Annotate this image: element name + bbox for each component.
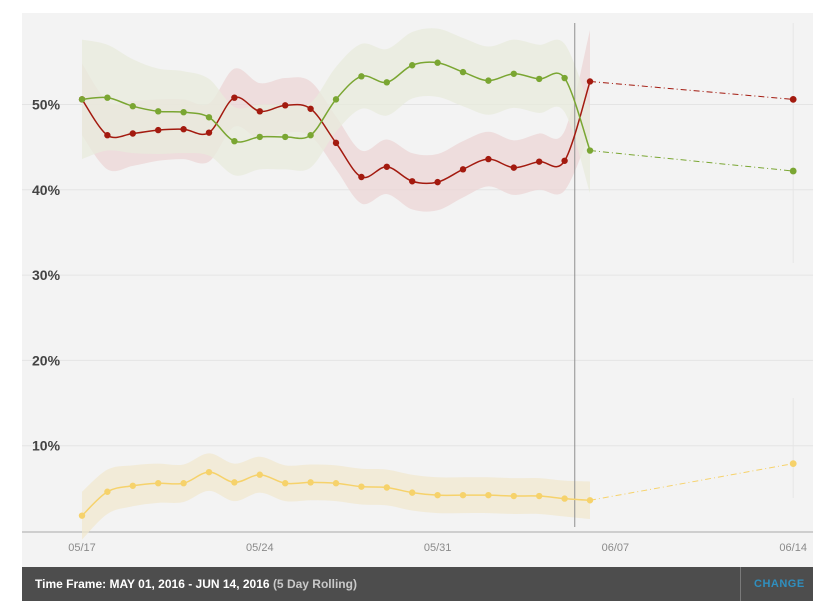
y-tick-label: 30%: [32, 267, 61, 283]
data-point-green: [383, 79, 390, 86]
timeframe-footer: Time Frame: MAY 01, 2016 - JUN 14, 2016 …: [22, 567, 813, 601]
data-point-yellow: [459, 491, 467, 499]
data-point-red: [409, 178, 416, 185]
x-tick-label: 05/31: [424, 542, 452, 554]
data-point-yellow: [485, 491, 492, 499]
y-tick-label: 10%: [32, 438, 61, 454]
x-tick-label: 05/17: [68, 542, 96, 554]
data-point-yellow: [180, 480, 187, 487]
data-point-green: [510, 70, 517, 77]
data-point-yellow: [510, 492, 517, 500]
footer-divider: [740, 567, 741, 601]
data-point-green: [459, 68, 467, 76]
data-point-red: [459, 166, 467, 173]
data-point-red: [180, 126, 187, 133]
projection-line-green: [589, 150, 794, 172]
data-point-green: [332, 96, 340, 103]
data-point-red: [282, 102, 289, 109]
data-point-red: [256, 108, 263, 115]
rolling-label: (5 Day Rolling): [272, 577, 357, 591]
projection-point-green: [789, 167, 797, 175]
data-point-green: [358, 73, 365, 80]
data-point-yellow: [256, 471, 263, 478]
data-point-green: [307, 132, 314, 139]
chart-area: 10% 20% 30% 40% 50% 05/17 05/24 05/31 06/07 06/14: [22, 13, 813, 567]
change-button[interactable]: CHANGE: [754, 578, 805, 590]
y-tick-label: 50%: [32, 97, 61, 113]
data-point-green: [104, 94, 111, 101]
data-point-yellow: [282, 480, 289, 487]
data-point-yellow: [78, 512, 86, 519]
data-point-red: [358, 173, 365, 181]
data-point-yellow: [434, 491, 441, 499]
data-point-red: [383, 163, 390, 170]
data-point-green: [434, 59, 441, 66]
data-point-yellow: [561, 495, 568, 502]
data-point-red: [205, 129, 213, 136]
data-point-green: [231, 137, 238, 145]
projection-line-yellow: [589, 463, 794, 501]
data-point-yellow: [231, 479, 238, 486]
data-point-yellow: [332, 480, 340, 487]
data-point-red: [332, 139, 340, 147]
data-point-yellow: [358, 483, 365, 490]
projection-point-yellow: [789, 460, 797, 468]
data-point-red: [510, 164, 517, 171]
data-point-green: [256, 133, 263, 141]
data-point-yellow: [536, 492, 543, 500]
data-point-red: [485, 155, 492, 163]
y-tick-label: 40%: [32, 182, 61, 198]
x-tick-label: 05/24: [246, 542, 274, 554]
data-point-green: [282, 133, 289, 141]
data-point-red: [536, 158, 543, 165]
data-point-red: [434, 178, 441, 186]
data-point-green: [536, 75, 543, 83]
data-point-green: [485, 77, 492, 84]
poll-tracker-chart: 10% 20% 30% 40% 50% 05/17 05/24 05/31 06/07 06/14: [22, 23, 813, 554]
data-point-yellow: [307, 479, 314, 486]
data-point-green: [205, 114, 213, 121]
data-point-red: [129, 130, 136, 137]
data-point-yellow: [586, 497, 594, 504]
data-point-green: [586, 147, 594, 154]
data-point-yellow: [383, 484, 390, 491]
data-point-yellow: [104, 488, 111, 495]
data-point-red: [307, 105, 314, 112]
data-point-red: [231, 94, 238, 101]
projection-point-red: [789, 95, 797, 103]
projection-line-red: [589, 80, 794, 100]
x-tick-label: 06/07: [602, 542, 630, 554]
data-point-yellow: [129, 482, 136, 489]
timeframe-text: Time Frame: MAY 01, 2016 - JUN 14, 2016 …: [35, 577, 357, 591]
timeframe-label: Time Frame: MAY 01, 2016 - JUN 14, 2016: [35, 577, 270, 591]
data-point-red: [561, 157, 568, 164]
data-point-red: [586, 78, 594, 85]
data-point-green: [180, 108, 187, 116]
data-point-green: [78, 96, 86, 103]
data-point-green: [129, 103, 136, 110]
x-tick-label: 06/14: [779, 542, 807, 554]
data-point-yellow: [409, 489, 416, 496]
data-point-red: [104, 132, 111, 139]
data-point-green: [155, 108, 162, 115]
data-point-red: [155, 126, 162, 134]
data-point-yellow: [155, 480, 162, 487]
data-point-yellow: [205, 468, 213, 476]
data-point-green: [409, 62, 416, 69]
data-point-green: [561, 74, 568, 82]
y-tick-label: 20%: [32, 352, 61, 368]
